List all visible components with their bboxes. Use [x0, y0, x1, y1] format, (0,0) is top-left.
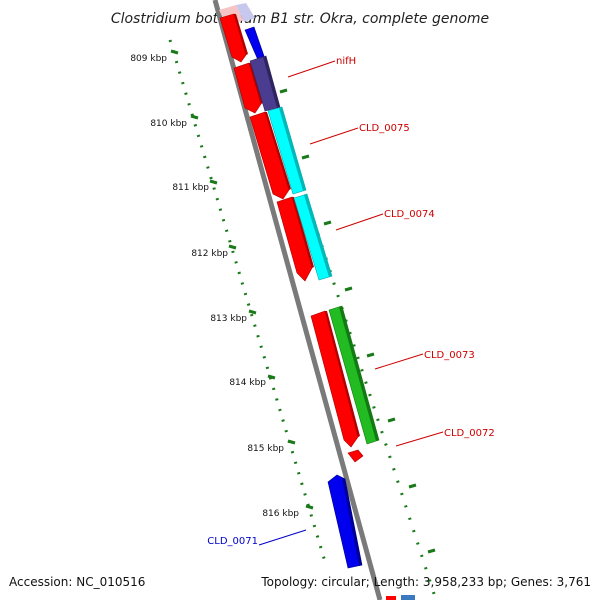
gene-arrow — [276, 196, 313, 282]
gene-arrow — [325, 311, 360, 437]
tick-label: 813 kbp — [210, 314, 247, 324]
gene-arrow — [219, 13, 247, 63]
accession-text: Accession: NC_010516 — [9, 575, 145, 589]
reverse-gene-shade — [342, 478, 362, 566]
tick-label: 812 kbp — [191, 249, 228, 259]
cyan-gene-shade — [279, 107, 306, 191]
gene-arrow — [292, 197, 314, 268]
cyan-gene-shade — [304, 194, 332, 277]
genome-summary-text: Topology: circular; Length: 3,958,233 bp… — [260, 575, 591, 589]
gene-arrow — [347, 449, 364, 463]
gene-arrow — [310, 310, 359, 448]
inner-major-ticks — [170, 49, 314, 510]
bottom-partial-feature — [401, 595, 415, 600]
gene-label-cld-0075: CLD_0075 — [359, 123, 410, 134]
gene-labels: nifH CLD_0075 CLD_0074 CLD_0073 CLD_0072… — [207, 56, 494, 547]
bottom-partial-feature — [386, 596, 396, 600]
tick-label: 815 kbp — [247, 444, 284, 454]
tick-label: 814 kbp — [229, 378, 266, 388]
gene-arrow — [249, 111, 290, 200]
gene-label-cld-0073: CLD_0073 — [424, 350, 475, 361]
tick-label: 809 kbp — [130, 54, 167, 64]
gene-label-cld-0072: CLD_0072 — [444, 428, 495, 439]
gene-label-cld-0074: CLD_0074 — [384, 209, 435, 220]
gene-arrow — [265, 112, 291, 190]
tick-label: 816 kbp — [262, 509, 299, 519]
green-gene-shade — [339, 306, 379, 441]
faint-feature-blue — [236, 3, 255, 22]
gene-label-cld-0071: CLD_0071 — [207, 536, 258, 547]
gene-arrow — [234, 14, 248, 55]
map-title: Clostridium botulinum B1 str. Okra, comp… — [111, 11, 489, 27]
nifh-gene-shade — [263, 56, 280, 108]
forward-cds-arrows — [219, 13, 364, 463]
label-leaders — [258, 60, 444, 546]
gene-arrow — [244, 26, 265, 61]
gene-label-nifh: nifH — [336, 56, 356, 67]
gene-arrow — [249, 63, 263, 104]
outer-major-ticks — [279, 88, 436, 554]
tick-label: 810 kbp — [150, 119, 187, 129]
gene-arrow — [233, 62, 262, 114]
tick-labels: 809 kbp 810 kbp 811 kbp 812 kbp 813 kbp … — [130, 54, 299, 519]
tick-label: 811 kbp — [172, 183, 209, 193]
